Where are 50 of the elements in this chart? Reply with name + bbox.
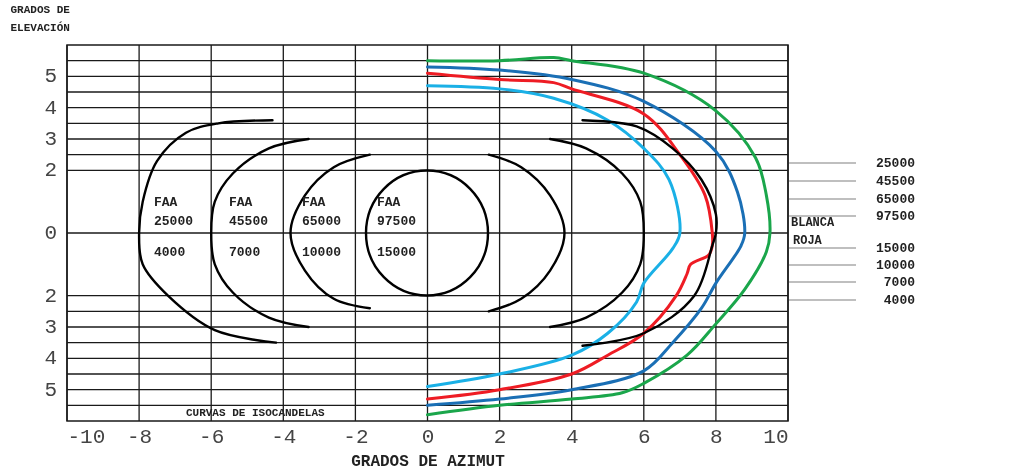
x-tick-label: 6: [638, 425, 651, 449]
x-tick-label: -6: [199, 425, 225, 449]
text: 10000: [875, 258, 916, 273]
line-series: [137, 119, 278, 344]
text: BLANCA: [791, 216, 836, 230]
annotation: FAA: [302, 195, 326, 210]
line-series: [487, 153, 566, 313]
annotation: 97500: [377, 214, 417, 229]
y-tick-label: 3: [44, 128, 57, 151]
y-tick-label: 4: [44, 96, 57, 120]
y-tick-label: 0: [44, 222, 57, 245]
annotation: FAA: [229, 195, 253, 210]
line-series: [289, 153, 372, 310]
x-tick-label: 0: [421, 425, 435, 449]
x-axis-title: GRADOS DE AZIMUT: [351, 452, 506, 471]
text: 45500: [875, 174, 916, 189]
text: 4000: [883, 293, 916, 308]
line-series: [581, 119, 718, 347]
annotation: 45500: [229, 214, 269, 229]
y-axis-title: GRADOS DE ELEVACIÓN: [10, 3, 71, 34]
x-tick-label: -2: [343, 425, 369, 449]
text: 97500: [875, 209, 916, 224]
annotation: 4000: [154, 245, 186, 260]
text: ROJA: [793, 234, 823, 248]
text: 65000: [875, 192, 916, 207]
y-tick-label: 5: [44, 378, 57, 402]
y-tick-label: 3: [44, 316, 57, 339]
text: 25000: [875, 156, 916, 171]
text: 15000: [875, 241, 916, 256]
annotation: FAA: [154, 195, 178, 210]
x-tick-label: -8: [126, 425, 153, 449]
y-tick-label: 2: [44, 284, 57, 308]
y-tick-label: 5: [44, 65, 57, 89]
y-tick-label: 2: [44, 159, 57, 183]
x-tick-label: 8: [710, 425, 723, 449]
annotation: 65000: [302, 214, 342, 229]
annotation: FAA: [377, 195, 401, 210]
y-tick-label: 4: [44, 347, 57, 371]
line-series: [548, 137, 645, 329]
annotation: 7000: [229, 245, 261, 260]
annotation: 15000: [377, 245, 417, 260]
annotation: 10000: [302, 245, 342, 260]
x-tick-label: -10: [67, 425, 106, 449]
x-tick-label: 4: [565, 425, 579, 449]
x-tick-label: 2: [493, 425, 507, 449]
line-series: [426, 84, 682, 389]
text: 7000: [883, 275, 916, 290]
annotation: 25000: [154, 214, 194, 229]
x-tick-label: 10: [763, 425, 789, 449]
x-tick-label: -4: [271, 425, 297, 449]
